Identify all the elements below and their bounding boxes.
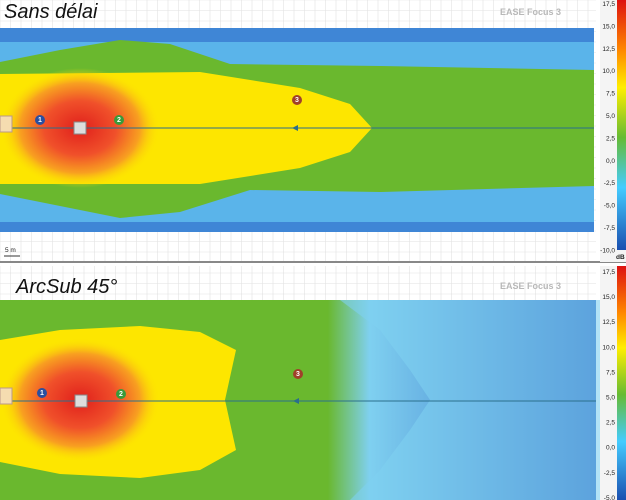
colorbar-unit: dB: [616, 254, 625, 261]
colorbar-tick-label: 7,5: [606, 91, 615, 98]
marker: [293, 369, 303, 379]
colorbar-tick-label: -10,0: [600, 247, 615, 254]
sub-array: [73, 121, 87, 135]
sub-array: [74, 394, 88, 408]
watermark: EASE Focus 3: [500, 7, 561, 17]
marker: [37, 388, 47, 398]
marker: [35, 115, 45, 125]
colorbar-tick-label: 0,0: [606, 445, 615, 452]
colorbar-tick-label: 15,0: [602, 23, 615, 30]
marker-label: 3: [296, 371, 300, 378]
colorbar: [617, 0, 626, 250]
colorbar-tick-label: 12,5: [602, 319, 615, 326]
colorbar-tick-label: 15,0: [602, 294, 615, 301]
colorbar: [617, 266, 626, 500]
heatmap-edge: [0, 28, 594, 42]
colorbar-tick-label: 2,5: [606, 420, 615, 427]
marker: [292, 95, 302, 105]
marker-label: 1: [40, 390, 44, 397]
colorbar-tick-label: 5,0: [606, 395, 615, 402]
marker-label: 3: [295, 97, 299, 104]
colorbar-tick-label: 10,0: [602, 68, 615, 75]
heatmap-cyan: [340, 300, 600, 500]
colorbar-tick-label: -5,0: [604, 495, 616, 500]
colorbar-tick-label: 17,5: [602, 1, 615, 8]
colorbar-tick-label: 12,5: [602, 46, 615, 53]
watermark: EASE Focus 3: [500, 281, 561, 291]
stage: [0, 387, 13, 405]
heatmap-edge: [0, 222, 594, 232]
panel-title: Sans délai: [4, 1, 98, 23]
marker-label: 1: [38, 117, 42, 124]
arrow: [293, 398, 299, 404]
panel-title: ArcSub 45°: [15, 276, 117, 298]
stage: [0, 115, 13, 133]
arrow: [292, 125, 298, 131]
colorbar-tick-label: 10,0: [602, 344, 615, 351]
scale-label: 5 m: [5, 247, 16, 254]
marker-label: 2: [117, 117, 121, 124]
colorbar-tick-label: 5,0: [606, 113, 615, 120]
marker: [116, 389, 126, 399]
marker-label: 2: [119, 391, 123, 398]
colorbar-tick-label: 7,5: [606, 369, 615, 376]
colorbar-tick-label: -5,0: [604, 203, 616, 210]
colorbar-tick-label: -2,5: [604, 180, 616, 187]
colorbar-tick-label: 0,0: [606, 158, 615, 165]
colorbar-tick-label: 17,5: [602, 269, 615, 276]
colorbar-tick-label: -2,5: [604, 470, 616, 477]
marker: [114, 115, 124, 125]
colorbar-tick-label: -7,5: [604, 225, 616, 232]
colorbar-tick-label: 2,5: [606, 135, 615, 142]
